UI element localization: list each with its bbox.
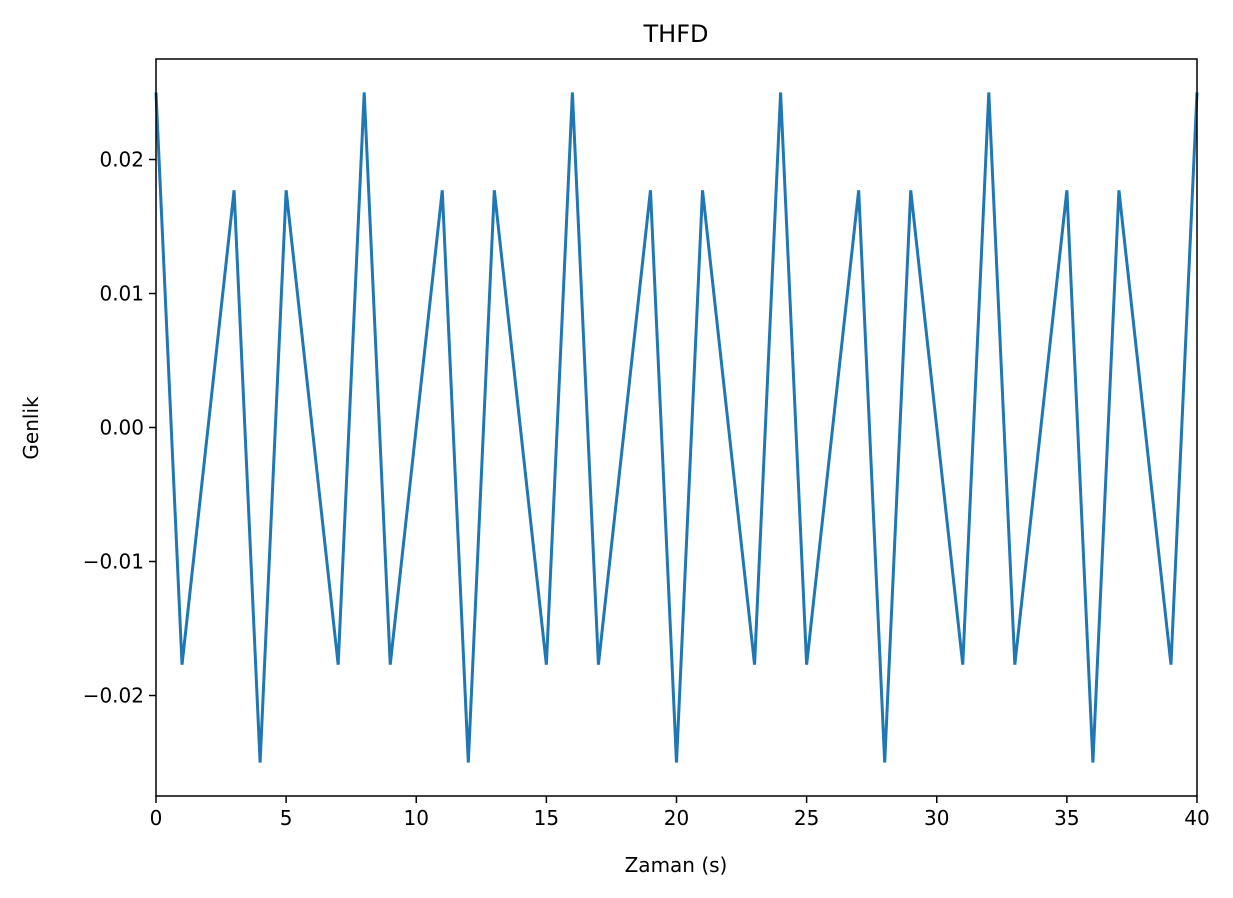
y-tick-label: 0.00 bbox=[99, 416, 144, 440]
x-tick-label: 30 bbox=[924, 806, 949, 830]
x-tick-label: 10 bbox=[404, 806, 429, 830]
chart-title: THFD bbox=[643, 20, 709, 48]
x-tick-label: 15 bbox=[534, 806, 559, 830]
y-tick-label: −0.01 bbox=[83, 550, 144, 574]
x-axis-label: Zaman (s) bbox=[625, 853, 728, 877]
y-tick-label: 0.02 bbox=[99, 148, 144, 172]
y-axis-label: Genlik bbox=[19, 396, 43, 460]
x-tick-label: 40 bbox=[1184, 806, 1209, 830]
x-tick-label: 0 bbox=[150, 806, 163, 830]
plot-area bbox=[154, 92, 1199, 763]
x-axis: 0 5 10 15 20 25 30 35 40 bbox=[150, 796, 1210, 830]
x-tick-label: 20 bbox=[664, 806, 689, 830]
y-axis: −0.02 −0.01 0.00 0.01 0.02 bbox=[83, 148, 156, 708]
x-tick-label: 35 bbox=[1054, 806, 1079, 830]
plot-frame bbox=[155, 58, 1198, 797]
y-tick-label: 0.01 bbox=[99, 282, 144, 306]
y-tick-label: −0.02 bbox=[83, 684, 144, 708]
x-tick-label: 5 bbox=[280, 806, 293, 830]
series-line-0 bbox=[154, 92, 1199, 763]
x-tick-label: 25 bbox=[794, 806, 819, 830]
